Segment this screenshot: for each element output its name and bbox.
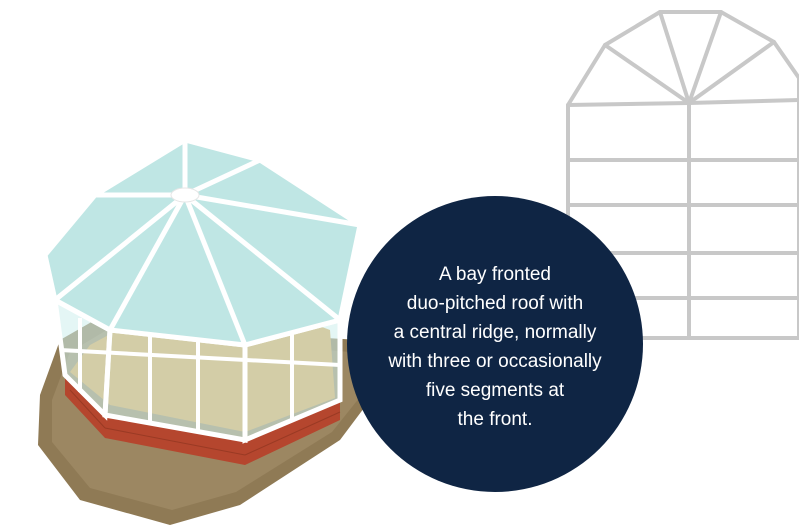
description-text: A bay fronted duo-pitched roof with a ce… bbox=[370, 260, 620, 434]
description-line: five segments at bbox=[425, 380, 565, 401]
description-line: a central ridge, normally bbox=[393, 322, 597, 343]
brick-wall bbox=[65, 375, 340, 465]
description-line: A bay fronted bbox=[439, 264, 551, 285]
roof-finial bbox=[170, 187, 200, 203]
description-bubble: A bay fronted duo-pitched roof with a ce… bbox=[347, 196, 643, 492]
glass-roof bbox=[42, 137, 363, 348]
description-line: the front. bbox=[457, 409, 533, 430]
description-line: duo-pitched roof with bbox=[406, 293, 584, 314]
description-line: with three or occasionally bbox=[388, 351, 602, 372]
